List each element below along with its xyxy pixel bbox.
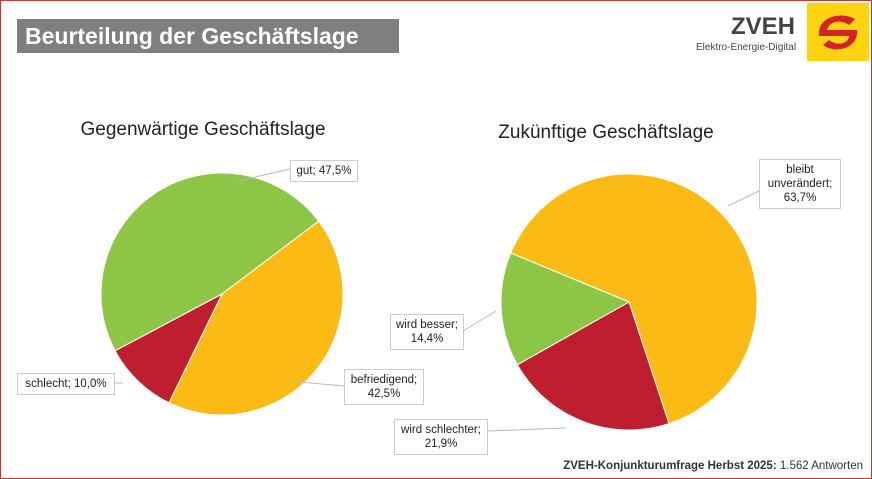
logo-tagline: Elektro-Energie-Digital	[696, 42, 797, 53]
data-label: bleibt unverändert; 63,7%	[759, 159, 841, 209]
leader-line	[287, 380, 345, 387]
pie-slice	[500, 252, 631, 366]
pie-slice	[510, 173, 758, 425]
footer: ZVEH-Konjunkturumfrage Herbst 2025: 1.56…	[563, 460, 863, 472]
leader-line	[487, 427, 567, 432]
logo-icon	[807, 3, 869, 61]
leader-line	[727, 190, 760, 207]
leader-line	[237, 168, 291, 182]
pie-slice	[114, 292, 224, 404]
footer-source: ZVEH-Konjunkturumfrage Herbst 2025:	[563, 460, 777, 472]
slide-title: Beurteilung der Geschäftslage	[17, 19, 399, 53]
leader-line	[462, 310, 497, 332]
pie-slice	[168, 220, 344, 416]
chart-title: Gegenwärtige Geschäftslage	[80, 119, 326, 140]
data-label: schlecht; 10,0%	[17, 373, 115, 395]
logo-mark	[819, 15, 858, 50]
data-label: befriedigend; 42,5%	[344, 369, 424, 405]
footer-responses: 1.562 Antworten	[779, 460, 863, 472]
logo-name: ZVEH	[731, 13, 796, 40]
chart-title: Zukünftige Geschäftslage	[498, 122, 714, 143]
data-label: wird besser; 14,4%	[390, 314, 464, 350]
pie-slice	[516, 301, 670, 431]
logo-graphic	[819, 15, 858, 50]
pie-slice	[100, 172, 320, 352]
data-label: wird schlechter; 21,9%	[394, 419, 488, 455]
data-label: gut; 47,5%	[290, 160, 358, 182]
